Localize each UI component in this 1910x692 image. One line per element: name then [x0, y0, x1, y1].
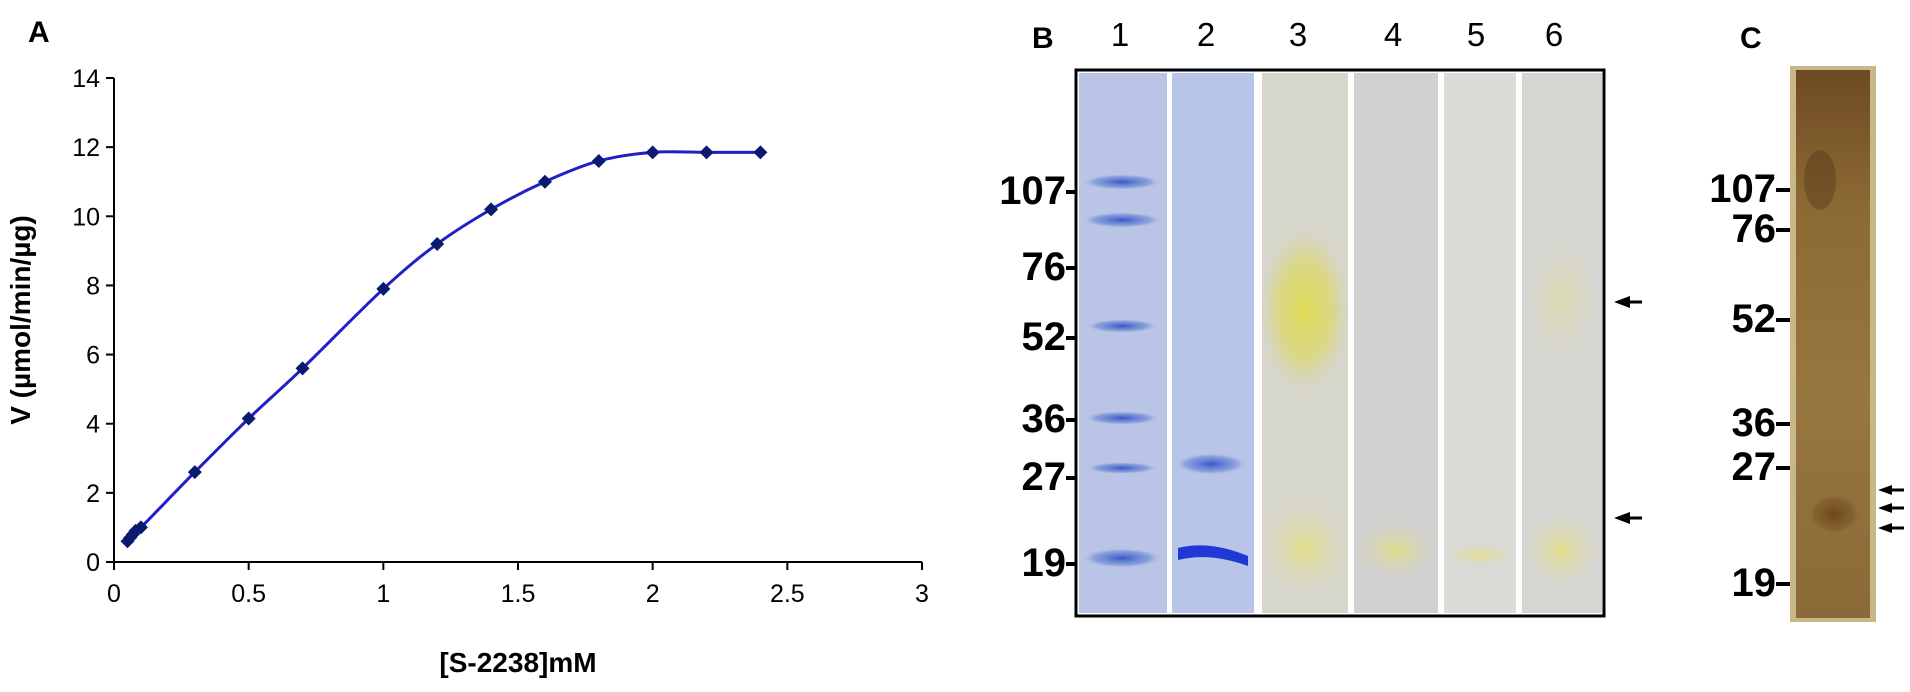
y-tick-label: 8	[86, 272, 100, 300]
gel-b-mw-27: 27	[1022, 455, 1067, 499]
y-tick-label: 10	[72, 203, 100, 231]
gel-b-lane-4-band	[1356, 522, 1436, 578]
x-ticks: 0 0.5 1 1.5 2 2.5 3	[107, 562, 929, 608]
data-point	[376, 281, 391, 296]
gel-b-lane-2	[1172, 73, 1254, 613]
gel-c-mw-36: 36	[1732, 401, 1777, 445]
gel-b-arrows	[1614, 296, 1642, 524]
data-point	[699, 145, 714, 160]
y-tick-label: 0	[86, 549, 100, 577]
gel-c-arrows	[1878, 485, 1904, 533]
panel-b-letter: B	[1032, 22, 1054, 55]
y-tick-label: 6	[86, 342, 100, 370]
x-tick-label: 1	[376, 580, 390, 608]
gel-b-lane-numbers: 1 2 3 4 5 6	[1111, 16, 1563, 53]
gel-b-mw-markers: 107 76 52 36 27 19	[999, 169, 1076, 585]
gel-b-lane-1-bands	[1082, 174, 1162, 568]
y-ticks: 0 2 4 6 8 10 12 14	[72, 65, 114, 577]
y-tick-label: 14	[72, 65, 100, 93]
gel-b-lane-number-1: 1	[1111, 16, 1129, 53]
gel-b-mw-36: 36	[1022, 397, 1067, 441]
arrow-icon	[1878, 503, 1904, 513]
series-layer	[120, 145, 768, 549]
data-point	[484, 202, 499, 217]
gel-c-smear	[1804, 150, 1836, 210]
y-tick-label: 4	[86, 411, 100, 439]
arrow-icon	[1614, 512, 1642, 524]
gel-c-mw-76: 76	[1732, 207, 1777, 251]
gel-b-lane-6-bands	[1524, 230, 1600, 588]
data-point	[591, 153, 606, 168]
gel-c-mw-52: 52	[1732, 297, 1777, 341]
gel-c-mw-27: 27	[1732, 445, 1777, 489]
gel-c-mw-markers: 107 76 52 36 27 19	[1709, 167, 1790, 605]
y-axis-title: V (µmol/min/µg)	[5, 215, 36, 425]
gel-b-lane-number-6: 6	[1545, 16, 1563, 53]
gel-b-lane-number-2: 2	[1197, 16, 1215, 53]
x-tick-label: 0.5	[231, 580, 266, 608]
data-point	[645, 145, 660, 160]
gel-c-band	[1806, 492, 1862, 536]
x-tick-label: 2	[646, 580, 660, 608]
gel-b-lane-3-bands	[1261, 230, 1349, 594]
gel-b-lane-5	[1444, 73, 1516, 613]
data-point	[537, 174, 552, 189]
gel-c-mw-19: 19	[1732, 561, 1777, 605]
arrow-icon	[1878, 523, 1904, 533]
y-tick-label: 2	[86, 480, 100, 508]
panel-c-letter: C	[1740, 22, 1762, 55]
panel-a-letter: A	[28, 16, 50, 49]
data-point	[295, 361, 310, 376]
gel-b-image	[1074, 68, 1606, 618]
gel-b-lane-5-band	[1448, 543, 1512, 567]
data-point	[187, 465, 202, 480]
series-line	[126, 150, 761, 543]
x-axis-title: [S-2238]mM	[439, 647, 596, 678]
arrow-icon	[1614, 296, 1642, 308]
gel-c-image	[1790, 66, 1876, 622]
data-point	[430, 236, 445, 251]
gel-b-mw-76: 76	[1022, 245, 1067, 289]
gel-b-mw-19: 19	[1022, 541, 1067, 585]
gel-c-mw-107: 107	[1709, 167, 1776, 211]
y-tick-label: 12	[72, 134, 100, 162]
arrow-icon	[1878, 485, 1904, 495]
x-tick-label: 0	[107, 580, 121, 608]
gel-b-lane-2-bands	[1175, 453, 1248, 566]
gel-b-lane-number-4: 4	[1384, 16, 1402, 53]
data-point	[133, 520, 148, 535]
gel-b-lane-number-3: 3	[1289, 16, 1307, 53]
gel-b-mw-107: 107	[999, 169, 1066, 213]
gel-b-lane-number-5: 5	[1467, 16, 1485, 53]
kinetics-chart: 0 2 4 6 8 10 12 14 0 0.5 1 1.5 2 2.5 3 [S-2238]mM V (…	[5, 65, 929, 678]
data-point	[753, 145, 768, 160]
x-tick-label: 2.5	[770, 580, 805, 608]
x-tick-label: 1.5	[501, 580, 536, 608]
x-tick-label: 3	[915, 580, 929, 608]
gel-b-mw-52: 52	[1022, 315, 1067, 359]
gel-b-lane-1	[1079, 73, 1167, 613]
data-point	[241, 411, 256, 426]
